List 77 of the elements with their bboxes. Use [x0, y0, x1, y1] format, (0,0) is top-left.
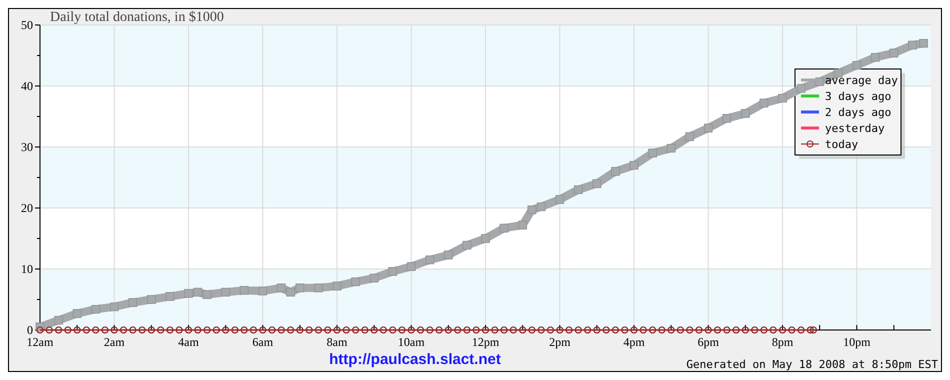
- point: [815, 77, 824, 86]
- point: [286, 288, 295, 296]
- point: [500, 224, 508, 232]
- y-tick-label: 0: [27, 323, 33, 337]
- point: [314, 284, 323, 292]
- point: [240, 286, 248, 295]
- point: [128, 298, 138, 307]
- point: [277, 284, 286, 292]
- x-tick-label: 6pm: [698, 335, 720, 349]
- point: [462, 240, 472, 250]
- y-tick-label: 30: [21, 140, 33, 154]
- point: [518, 220, 527, 230]
- legend-label: today: [825, 138, 858, 151]
- point: [184, 289, 193, 298]
- x-tick-label: 4pm: [623, 335, 646, 349]
- point: [110, 302, 118, 312]
- chart-title: Daily total donations, in $1000: [50, 10, 224, 25]
- point: [351, 278, 360, 286]
- point: [666, 144, 676, 152]
- point: [407, 262, 416, 271]
- point: [592, 179, 602, 188]
- point: [556, 195, 564, 204]
- point: [166, 292, 174, 301]
- x-tick-label: 8am: [326, 335, 348, 349]
- point: [648, 148, 657, 158]
- point: [796, 84, 806, 93]
- point: [611, 167, 620, 176]
- point: [370, 274, 378, 282]
- point: [722, 114, 732, 123]
- x-tick-label: 8pm: [772, 335, 794, 349]
- point: [72, 309, 82, 318]
- point: [91, 305, 100, 314]
- point: [741, 109, 750, 118]
- point: [871, 53, 880, 62]
- y-tick-label: 40: [21, 79, 33, 93]
- legend-label: average day: [825, 74, 898, 87]
- point: [528, 206, 536, 214]
- point: [54, 316, 63, 324]
- point: [778, 94, 787, 102]
- x-tick-label: 10pm: [843, 335, 872, 349]
- point: [194, 288, 202, 296]
- x-tick-label: 2pm: [549, 335, 572, 349]
- point: [536, 202, 546, 212]
- point: [426, 256, 434, 264]
- x-tick-label: 2am: [104, 335, 126, 349]
- legend-label: yesterday: [825, 122, 885, 135]
- point: [388, 267, 397, 276]
- point: [147, 295, 156, 304]
- point: [481, 234, 490, 243]
- text: Generated on May 18 2008 at 8:50pm EST: [686, 358, 938, 371]
- point: [704, 124, 712, 132]
- x-tick-label: 6am: [252, 335, 274, 349]
- x-tick-label: 12pm: [472, 335, 500, 349]
- point: [630, 161, 638, 170]
- point: [919, 39, 928, 48]
- x-tick-label: 12am: [26, 335, 54, 349]
- point: [908, 40, 917, 50]
- text: http://paulcash.slact.net: [329, 351, 501, 368]
- point: [685, 132, 694, 141]
- point: [574, 185, 583, 194]
- point: [221, 288, 230, 296]
- point: [890, 48, 898, 58]
- y-tick-label: 10: [21, 262, 33, 276]
- point: [852, 61, 861, 70]
- point: [332, 282, 342, 290]
- x-tick-label: 10am: [398, 335, 426, 349]
- y-tick-label: 20: [21, 201, 33, 215]
- point: [258, 286, 267, 296]
- point: [834, 68, 842, 78]
- legend-label: 2 days ago: [825, 106, 892, 119]
- point: [202, 290, 212, 299]
- x-tick-label: 4am: [178, 335, 200, 349]
- y-tick-label: 50: [21, 18, 33, 32]
- point: [760, 98, 768, 108]
- point: [296, 284, 304, 292]
- legend-label: 3 days ago: [825, 90, 892, 103]
- point: [444, 250, 453, 260]
